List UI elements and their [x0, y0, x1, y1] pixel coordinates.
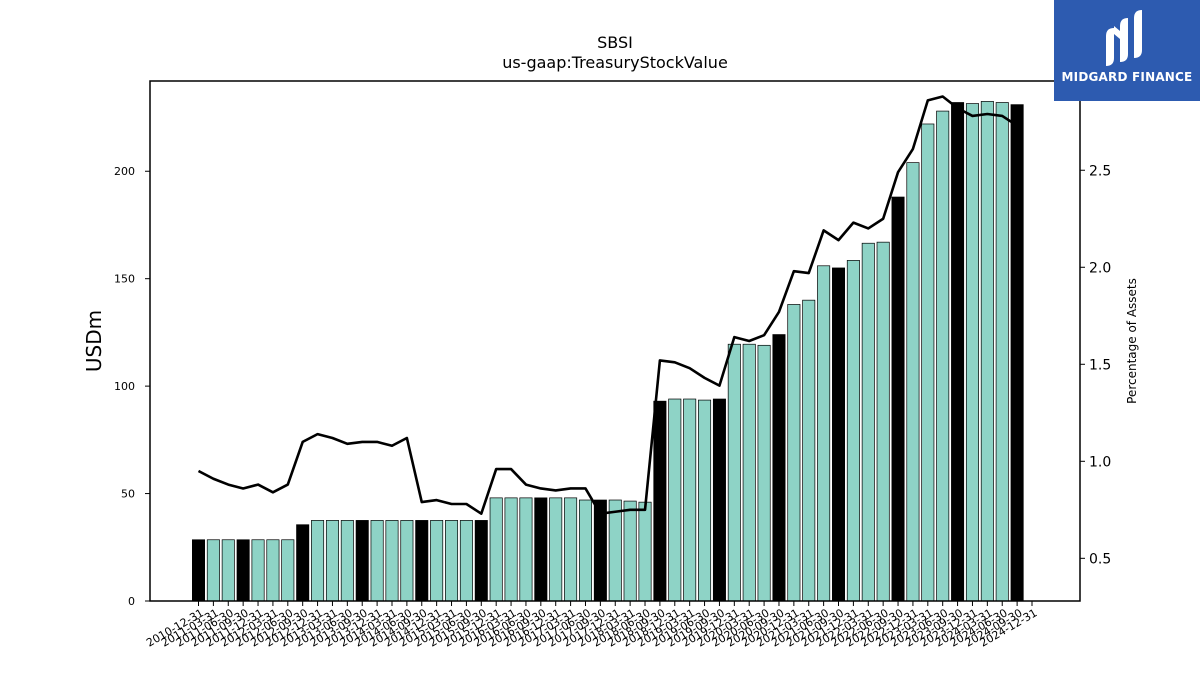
bar — [668, 398, 682, 602]
bar — [653, 400, 667, 602]
bar — [846, 260, 860, 602]
bar — [921, 123, 935, 602]
bar — [712, 398, 726, 602]
bar — [385, 520, 399, 602]
y2-tick-label: 1.5 — [1089, 357, 1111, 373]
bar — [236, 539, 250, 602]
bar — [296, 524, 310, 602]
bar — [608, 499, 622, 602]
bar — [206, 539, 220, 602]
bar — [876, 241, 890, 602]
bar — [281, 539, 295, 602]
bar — [430, 520, 444, 602]
bar — [221, 539, 235, 602]
y-axis-label: USDm — [82, 310, 106, 372]
line-layer — [197, 95, 1018, 515]
y-tick-label: 0 — [128, 595, 135, 608]
bar — [817, 265, 831, 602]
chart-title: SBSI — [597, 33, 633, 52]
bar — [325, 520, 339, 602]
bar — [742, 343, 756, 602]
bar — [757, 344, 771, 602]
bar — [861, 242, 875, 602]
bar — [936, 110, 950, 602]
series-line — [197, 95, 1018, 515]
bar — [965, 103, 979, 602]
bar — [1010, 104, 1024, 602]
bar — [772, 334, 786, 602]
bar — [906, 162, 920, 602]
brand-mark-icon — [1106, 10, 1142, 66]
y2-tick-label: 2.5 — [1089, 163, 1111, 179]
bar — [489, 497, 503, 602]
bar — [355, 520, 369, 602]
bar — [445, 520, 459, 602]
bar — [832, 267, 846, 602]
bar — [951, 102, 965, 602]
brand-logo: MIDGARD FINANCE — [1054, 0, 1200, 101]
bar — [459, 520, 473, 602]
bar — [683, 398, 697, 602]
bar — [266, 539, 280, 602]
bar — [564, 497, 578, 602]
bar — [192, 539, 206, 602]
bar — [638, 501, 652, 602]
bars-layer — [192, 101, 1024, 602]
y-axis-left: 0 50 100 150 200 — [114, 165, 150, 608]
bar — [698, 399, 712, 602]
bar — [802, 299, 816, 602]
bar — [578, 499, 592, 602]
bar — [593, 499, 607, 602]
bar — [891, 196, 905, 602]
bar — [534, 497, 548, 602]
y2-tick-label: 1.0 — [1089, 454, 1111, 470]
bar — [980, 101, 994, 602]
bar — [504, 497, 518, 602]
y-tick-label: 50 — [121, 488, 135, 501]
bar — [400, 520, 414, 602]
bar — [727, 343, 741, 602]
y-tick-label: 200 — [114, 165, 135, 178]
bar — [549, 497, 563, 602]
x-axis: 2010-12-312011-03-312011-06-302011-09-30… — [144, 601, 1040, 650]
chart-subtitle: us-gaap:TreasuryStockValue — [502, 53, 728, 72]
y2-axis-label: Percentage of Assets — [1125, 278, 1139, 404]
bar — [995, 102, 1009, 602]
bar — [415, 520, 429, 602]
y2-tick-label: 0.5 — [1089, 551, 1111, 567]
bar — [787, 304, 801, 602]
brand-name: MIDGARD FINANCE — [1061, 70, 1193, 84]
y-tick-label: 150 — [114, 273, 135, 286]
bar — [623, 500, 637, 602]
y-axis-right: 0.5 1.0 1.5 2.0 2.5 — [1080, 163, 1111, 567]
bar — [251, 539, 265, 602]
bar — [311, 520, 325, 602]
bar — [340, 520, 354, 602]
bar — [519, 497, 533, 602]
bar — [370, 520, 384, 602]
y-tick-label: 100 — [114, 380, 135, 393]
y2-tick-label: 2.0 — [1089, 260, 1111, 276]
bar — [474, 520, 488, 602]
